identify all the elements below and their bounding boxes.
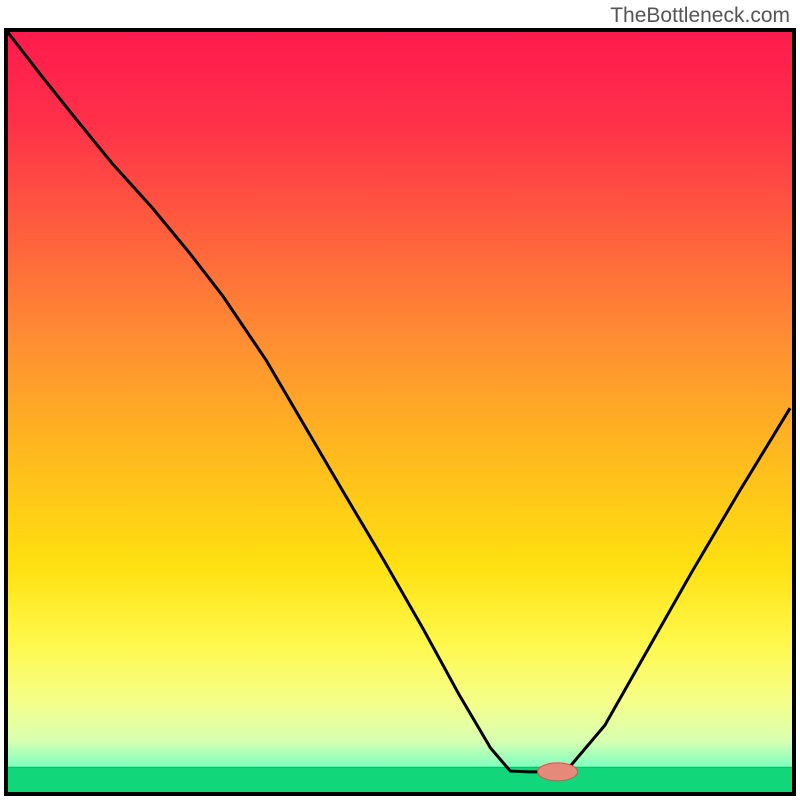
bottleneck-chart xyxy=(4,28,796,796)
chart-svg xyxy=(4,28,796,796)
chart-background xyxy=(6,30,794,794)
chart-green-strip xyxy=(6,767,794,794)
watermark-text: TheBottleneck.com xyxy=(610,4,790,28)
optimal-marker xyxy=(538,763,578,781)
